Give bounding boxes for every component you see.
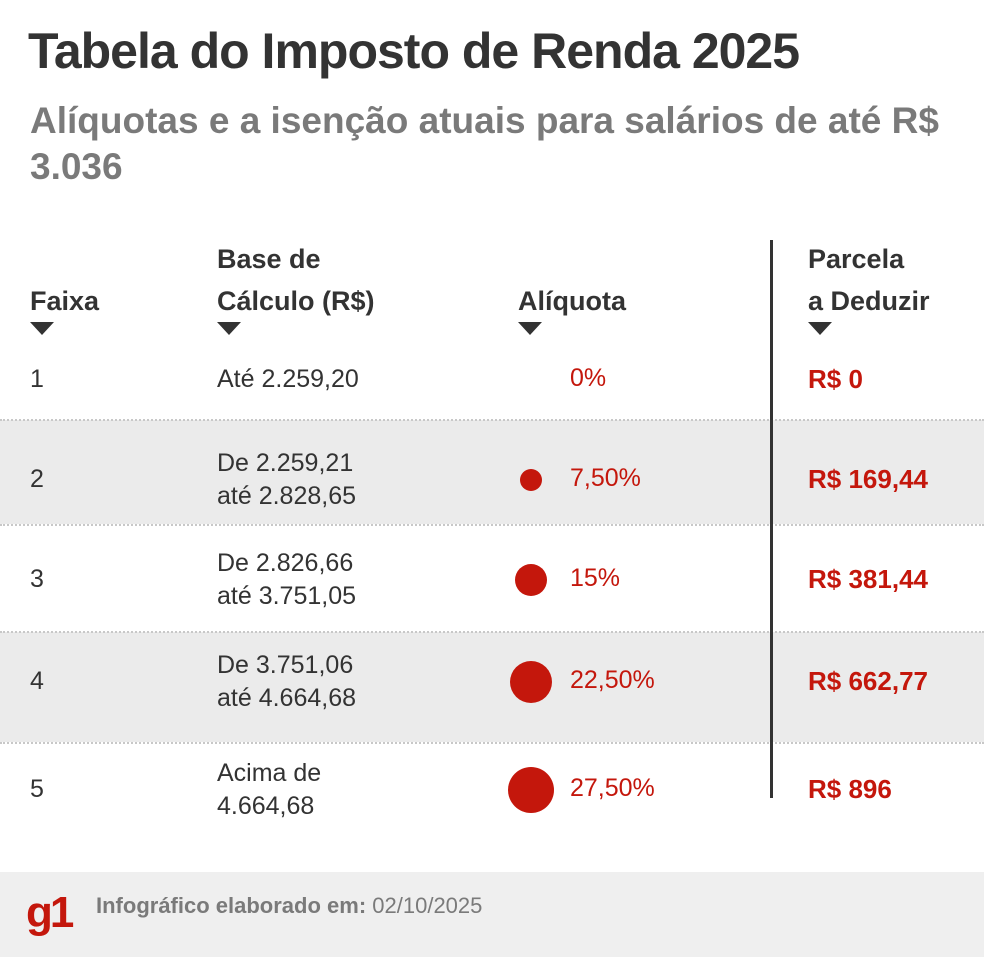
column-divider [770,240,773,798]
cell-aliquota: 27,50% [570,774,655,802]
rate-bubble-icon [508,767,554,813]
header-faixa: Faixa [30,286,100,316]
cell-base-line1: Até 2.259,20 [217,365,359,393]
triangle-down-icon [808,322,832,335]
cell-aliquota: 7,50% [570,464,641,492]
cell-aliquota: 0% [570,364,607,392]
header-parcela: Parcela a Deduzir [808,238,930,322]
row-divider [0,742,984,744]
g1-logo: g1 [26,888,74,937]
cell-parcela: R$ 381,44 [808,564,928,594]
row-divider [0,419,984,421]
triangle-down-icon [217,322,241,335]
cell-base-line1: De 2.826,66 [217,549,354,577]
header-aliquota: Alíquota [518,286,626,316]
credit-label: Infográfico elaborado em: [96,893,367,918]
cell-base-line1: Acima de [217,759,322,787]
cell-parcela: R$ 169,44 [808,464,928,494]
triangle-down-icon [30,322,54,335]
cell-faixa: 1 [30,365,44,393]
cell-faixa: 2 [30,465,44,493]
rate-bubble-icon [520,469,542,491]
row-divider [0,524,984,526]
page-title: Tabela do Imposto de Renda 2025 [28,23,800,79]
header-base-line1: Base de [217,244,321,274]
header-parcela-line1: Parcela [808,244,905,274]
row-shade [0,632,984,742]
credit: Infográfico elaborado em: 02/10/2025 [96,893,482,919]
credit-date: 02/10/2025 [372,893,483,918]
header-parcela-line2: a Deduzir [808,286,930,316]
footer [0,872,984,957]
cell-base-line2: 4.664,68 [217,792,315,820]
cell-base-line1: De 3.751,06 [217,651,354,679]
cell-parcela: R$ 896 [808,774,892,804]
cell-aliquota: 15% [570,564,621,592]
header-base-line2: Cálculo (R$) [217,286,375,316]
cell-aliquota: 22,50% [570,666,655,694]
cell-parcela: R$ 662,77 [808,666,928,696]
cell-base-line2: até 4.664,68 [217,684,357,712]
cell-faixa: 4 [30,667,44,695]
cell-base-line2: até 2.828,65 [217,482,357,510]
cell-base-line2: até 3.751,05 [217,582,357,610]
rate-bubble-icon [510,661,552,703]
cell-base-line1: De 2.259,21 [217,449,354,477]
triangle-down-icon [518,322,542,335]
cell-parcela: R$ 0 [808,364,863,394]
cell-faixa: 5 [30,775,44,803]
row-divider [0,631,984,633]
rate-bubble-icon [515,564,547,596]
row-shade [0,420,984,524]
header-base: Base de Cálculo (R$) [217,238,375,322]
page-subtitle: Alíquotas e a isenção atuais para salári… [30,100,939,187]
cell-faixa: 3 [30,565,44,593]
